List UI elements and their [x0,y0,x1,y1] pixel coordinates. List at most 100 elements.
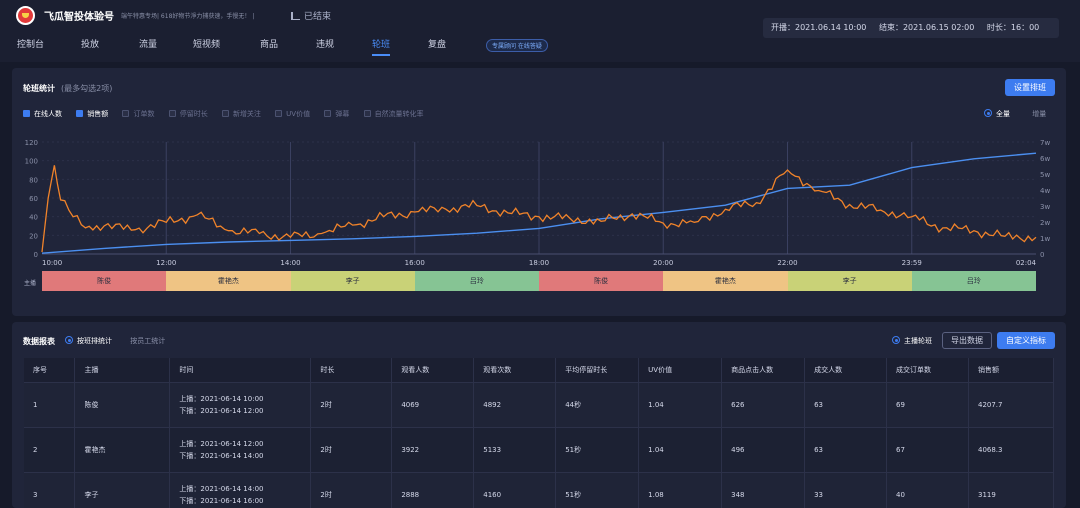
start-time: 开播：2021.06.14 10:00 [771,23,867,32]
live-status-label: 已结束 [304,12,332,22]
metric-uv[interactable]: UV价值 [275,109,310,119]
cell-duration: 2时 [310,381,393,427]
cell-time: 上播：2021-06-14 14:00 下播：2021-06-14 16:00 [169,471,312,508]
mode-by-shift[interactable]: 按班排统计 [65,336,112,345]
anchor-block: 吕玲 [911,271,1036,291]
checkbox-icon[interactable] [23,110,30,117]
col-clicks: 商品点击人数 [721,358,806,382]
y-right-tick-label: 3w [1040,203,1050,211]
x-tick-label: 02:04 [1016,259,1037,267]
end-time: 结束：2021.06.15 02:00 [878,23,975,32]
advisor-tag[interactable]: 专属顾问 在线答疑 [486,39,548,52]
table-row: 3 李子 上播：2021-06-14 14:00 下播：2021-06-14 16… [24,471,1055,508]
anchor-rotation-label: 主播轮班 [904,337,932,345]
cell-buyers: 33 [804,471,888,508]
checkbox-icon[interactable] [122,110,130,117]
cell-views: 4160 [473,471,557,508]
y-right-tick-label: 6w [1040,155,1050,163]
col-viewers: 观看人数 [391,358,475,382]
checkbox-icon[interactable] [363,110,371,117]
brand-name: 飞瓜智投体验号 [44,12,114,23]
col-views: 观看次数 [473,358,557,382]
start-line: 上播：2021-06-14 14:00 [179,484,264,493]
metric-follow[interactable]: 新增关注 [221,109,261,119]
cell-stay: 44秒 [555,381,640,427]
start-line: 上播：2021-06-14 10:00 [179,394,264,403]
metric-online[interactable]: 在线人数 [23,109,62,119]
table-row: 2 霍艳杰 上播：2021-06-14 12:00 下播：2021-06-14 1… [24,426,1055,472]
x-tick-label: 12:00 [156,259,176,267]
anchor-block: 陈俊 [42,271,167,291]
y-left-tick-label: 80 [29,176,38,184]
x-tick-label: 10:00 [42,259,62,267]
anchor-rotation[interactable]: 主播轮班 [892,336,932,346]
checkbox-icon[interactable] [76,110,84,117]
nav-ads[interactable]: 投放 [81,40,100,50]
nav-products[interactable]: 商品 [260,40,279,50]
col-orders: 成交订单数 [886,358,969,382]
x-tick-label: 14:00 [280,259,300,267]
cell-uv: 1.04 [638,426,723,472]
table-header-row: 序号 主播 时间 时长 观看人数 观看次数 平均停留时长 UV价值 商品点击人数… [24,358,1055,382]
cell-orders: 40 [886,471,969,508]
y-left-tick-label: 0 [34,251,38,259]
radio-icon[interactable] [892,336,900,344]
metric-sales[interactable]: 销售额 [76,109,108,119]
nav-traffic[interactable]: 流量 [139,40,158,50]
mode-incr[interactable]: 增量 [1032,110,1047,118]
app-logo-icon [16,6,35,25]
cell-orders: 69 [886,381,969,427]
radio-icon[interactable] [984,109,992,117]
top-bar: 飞瓜智投体验号 端午特惠专场| 618好物节淨力捕获速，手慢无！ | 已结束 开… [0,0,1080,62]
checkbox-icon[interactable] [275,110,283,117]
end-line: 下播：2021-06-14 14:00 [179,451,264,460]
mode-by-employee[interactable]: 按员工统计 [130,337,166,345]
nav-dashboard[interactable]: 控制台 [17,40,45,50]
nav-short-video[interactable]: 短视频 [193,40,221,50]
live-status: 已结束 [291,9,331,22]
export-button[interactable]: 导出数据 [942,332,992,349]
metric-checkboxes: 在线人数 销售额 订单数 停留时长 新增关注 UV价值 弹幕 自然流量转化率 [23,109,436,119]
end-line: 下播：2021-06-14 16:00 [179,496,264,505]
y-left-tick-label: 100 [25,158,38,166]
checkbox-icon[interactable] [168,110,176,117]
cell-stay: 51秒 [555,426,640,472]
metric-stay[interactable]: 停留时长 [168,109,208,119]
custom-metrics-button[interactable]: 自定义指标 [997,332,1055,349]
notice-text: 端午特惠专场| 618好物节淨力捕获速，手慢无！ | [121,13,255,20]
cell-no: 2 [24,426,76,472]
cell-views: 4892 [473,381,557,427]
cell-time: 上播：2021-06-14 12:00 下播：2021-06-14 14:00 [169,426,312,472]
table-row: 1 陈俊 上播：2021-06-14 10:00 下播：2021-06-14 12… [24,381,1055,427]
metric-label: 弹幕 [335,110,350,118]
metric-label: UV价值 [286,110,311,118]
metric-orders[interactable]: 订单数 [122,109,154,119]
nav-shifts[interactable]: 轮班 [372,37,391,56]
set-schedule-button[interactable]: 设置排班 [1005,79,1055,96]
anchor-block: 陈俊 [539,271,664,291]
checkbox-icon[interactable] [221,110,229,117]
cell-no: 3 [24,471,76,508]
shift-line-chart: 0 20 40 60 80 100 120 0 1w 2w 3w 4w 5w 6w 7w 10:00 12:00… [25,139,1051,267]
anchor-block: 吕玲 [414,271,539,291]
mode-all[interactable]: 全量 [984,109,1010,118]
cell-uv: 1.04 [638,381,723,427]
series-sales-line [41,152,1037,254]
col-duration: 时长 [310,358,393,382]
cell-buyers: 63 [804,426,888,472]
panel-title-text: 轮班统计 [23,84,55,93]
anchor-block: 霍艳杰 [663,271,788,291]
metric-danmaku[interactable]: 弹幕 [324,109,349,119]
radio-icon[interactable] [65,336,73,344]
col-sales: 销售额 [968,358,1055,382]
y-right-tick-label: 0 [1040,251,1044,259]
checkbox-icon[interactable] [324,110,332,117]
col-buyers: 成交人数 [804,358,888,382]
metric-natural-conversion[interactable]: 自然流量转化率 [363,109,424,119]
y-left-tick-label: 20 [29,232,38,240]
metric-label: 自然流量转化率 [374,110,424,118]
nav-violations[interactable]: 违规 [316,40,335,50]
nav-review[interactable]: 复盘 [428,40,447,50]
col-avg-stay: 平均停留时长 [555,358,640,382]
x-tick-label: 23:59 [902,259,922,267]
